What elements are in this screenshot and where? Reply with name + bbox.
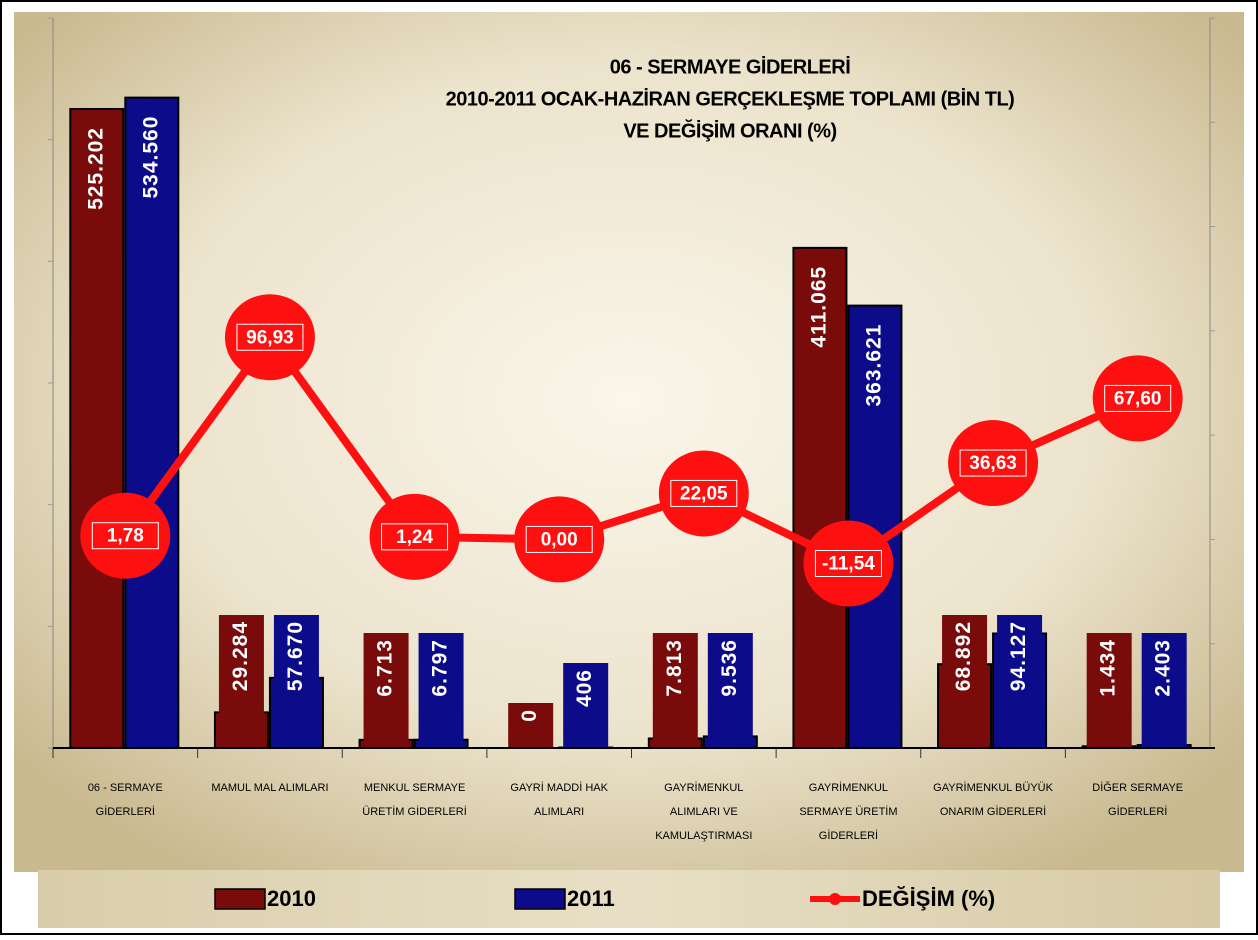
legend-label: 2011 [567, 886, 615, 911]
value-label: 411.065 [807, 266, 830, 348]
value-label: 525.202 [84, 127, 107, 210]
value-label: 7.813 [663, 639, 686, 697]
value-label: 6.797 [429, 639, 452, 697]
value-label: 363.621 [862, 324, 885, 407]
value-label: 1,24 [396, 527, 433, 548]
value-label: 1,78 [107, 526, 144, 547]
legend-swatch [215, 889, 265, 909]
value-label: 96,93 [246, 327, 294, 348]
value-label: 0,00 [541, 529, 578, 550]
value-label: 68.892 [952, 621, 975, 691]
value-label: 9.536 [718, 639, 741, 697]
value-label: 0 [518, 709, 541, 722]
value-label: 406 [573, 669, 596, 707]
value-label: -11,54 [822, 554, 875, 575]
value-label: 67,60 [1114, 388, 1162, 409]
value-label: 534.560 [139, 116, 162, 199]
value-label: 29.284 [229, 621, 252, 691]
value-label: 36,63 [969, 453, 1017, 474]
legend-swatch [515, 889, 565, 909]
chart-title: 2010-2011 OCAK-HAZİRAN GERÇEKLEŞME TOPLA… [446, 87, 1015, 110]
value-label: 2.403 [1152, 639, 1175, 697]
value-label: 57.670 [284, 621, 307, 691]
x-tick-label: MAMUL MAL ALIMLARI [211, 782, 328, 794]
value-label: 6.713 [374, 639, 397, 697]
legend-label: DEĞİŞİM (%) [862, 886, 995, 911]
value-label: 1.434 [1097, 639, 1120, 697]
legend-label: 2010 [267, 886, 316, 911]
value-label: 94.127 [1007, 621, 1030, 691]
chart-title: 06 - SERMAYE GİDERLERİ [610, 55, 851, 78]
value-label: 22,05 [680, 483, 728, 504]
chart-title: VE DEĞİŞİM ORANI (%) [623, 118, 836, 142]
legend-marker [829, 893, 841, 905]
